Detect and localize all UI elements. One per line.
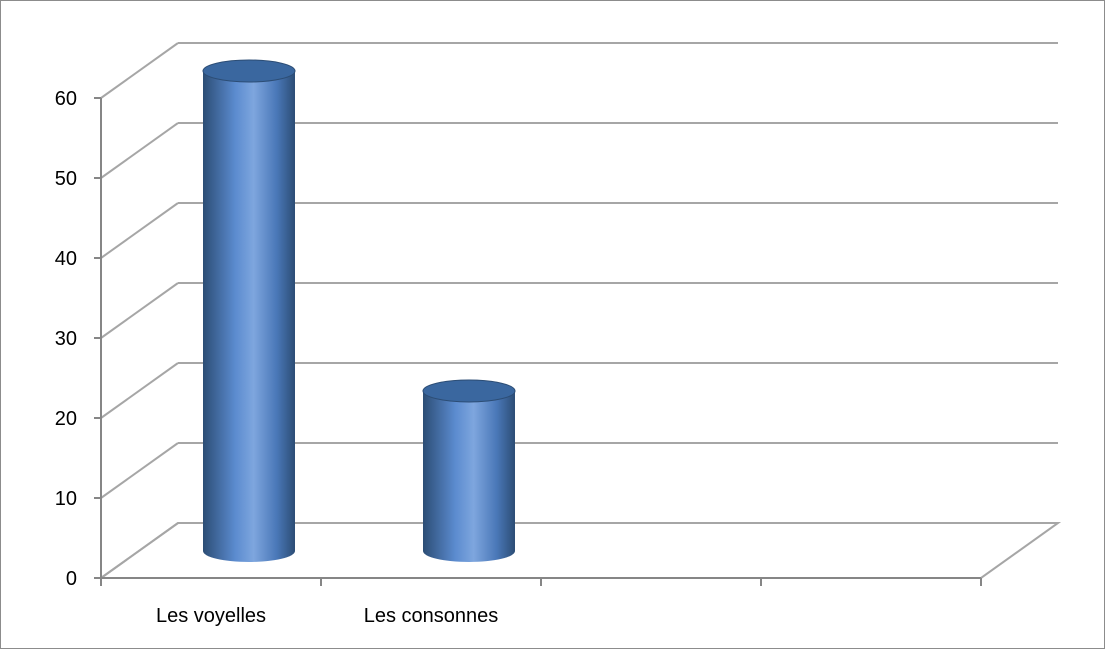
x-category-label: Les voyelles: [156, 605, 266, 627]
bar: [422, 379, 516, 562]
y-tick-label: 10: [55, 488, 77, 510]
gridline-side: [100, 122, 179, 179]
bar-top-cap: [422, 379, 516, 403]
gridlines: [100, 42, 1058, 579]
bar-body: [203, 71, 295, 562]
y-tick-label: 60: [55, 88, 77, 110]
x-category-label: Les consonnes: [364, 605, 499, 627]
gridline-side: [100, 202, 179, 259]
bar-body: [423, 391, 515, 562]
axis-labels: 0 10 20 30 40 50 60 Les voyelles Les consonnes: [55, 88, 499, 627]
y-tick-label: 40: [55, 248, 77, 270]
bars: [202, 59, 516, 562]
y-tick-label: 50: [55, 168, 77, 190]
y-tick-label: 0: [66, 568, 77, 590]
y-tick-label: 30: [55, 328, 77, 350]
gridline-side: [100, 42, 179, 99]
bar-top-cap: [202, 59, 296, 83]
bar: [202, 59, 296, 562]
gridline-side: [100, 362, 179, 419]
y-tick-label: 20: [55, 408, 77, 430]
gridline-side: [100, 282, 179, 339]
gridline-side: [100, 442, 179, 499]
gridline-side: [100, 522, 179, 579]
axes: [94, 97, 982, 586]
